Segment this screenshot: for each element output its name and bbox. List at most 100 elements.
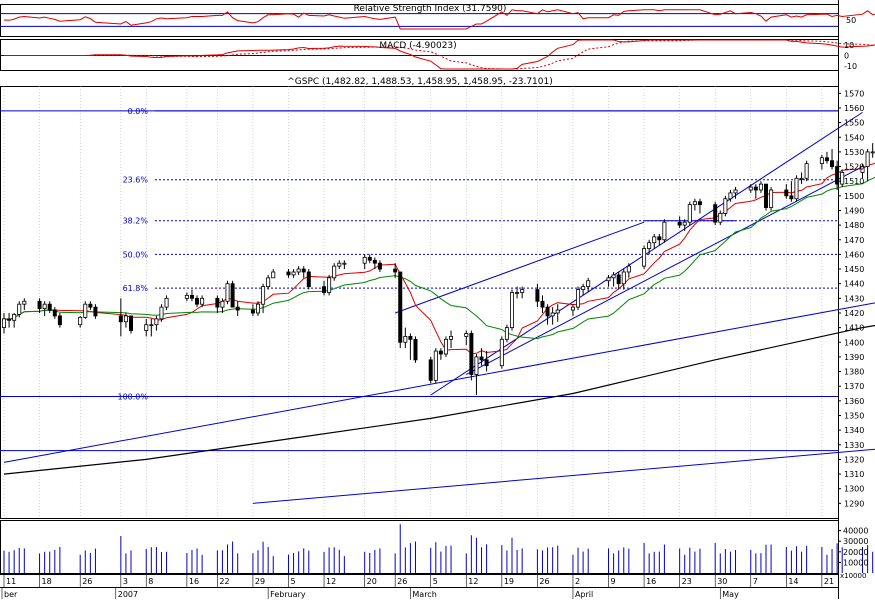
- fibonacci-level-label: 50.0%: [123, 250, 149, 259]
- candle-body: [576, 289, 581, 308]
- day-tick-label: 12: [326, 577, 336, 586]
- candle-body: [469, 333, 474, 375]
- candlestick: [504, 324, 509, 343]
- candlestick: [337, 260, 342, 270]
- candle-body: [692, 201, 697, 206]
- price-tick-label: 1490: [844, 206, 864, 215]
- month-label: March: [412, 590, 436, 599]
- candle-body: [870, 151, 875, 154]
- candle-body: [332, 265, 337, 279]
- candle-body: [545, 306, 550, 317]
- candlestick: [250, 304, 255, 316]
- candle-body: [342, 262, 347, 265]
- volume-tick-label: 20000: [843, 548, 868, 557]
- candlestick: [367, 254, 372, 264]
- candle-body: [322, 286, 327, 293]
- month-label: April: [575, 590, 593, 599]
- candle-body: [860, 166, 865, 173]
- candlestick: [78, 315, 83, 328]
- candle-body: [433, 350, 438, 381]
- day-tick-label: 14: [788, 577, 798, 586]
- candlestick: [581, 283, 586, 296]
- candle-body: [479, 356, 484, 361]
- candle-body: [835, 166, 840, 185]
- candlestick: [184, 292, 189, 302]
- candle-body: [794, 177, 799, 200]
- candle-body: [733, 189, 738, 194]
- candlestick: [586, 277, 591, 293]
- candle-body: [687, 204, 692, 223]
- candlestick: [860, 163, 865, 179]
- candle-body: [555, 309, 560, 314]
- candle-body: [327, 277, 332, 293]
- candlestick: [154, 315, 159, 331]
- candle-body: [255, 303, 260, 314]
- price-tick-label: 1530: [844, 148, 864, 157]
- candlestick: [149, 318, 154, 337]
- price-tick-label: 1420: [844, 309, 864, 318]
- candle-body: [413, 338, 418, 361]
- candlestick: [819, 154, 824, 170]
- candlestick: [484, 351, 489, 372]
- candle-body: [652, 236, 657, 244]
- month-label: May: [722, 590, 739, 599]
- macd-panel-label: MACD (-4.90023): [379, 41, 456, 51]
- price-tick-label: 1570: [844, 89, 864, 98]
- candle-body: [819, 157, 824, 165]
- candlestick: [286, 269, 291, 278]
- candlestick: [616, 271, 621, 290]
- price-tick-label: 1520: [844, 163, 864, 172]
- candle-body: [824, 157, 829, 162]
- candlestick: [144, 318, 149, 337]
- candlestick: [342, 260, 347, 270]
- day-tick-label: 8: [148, 577, 153, 586]
- candlestick: [88, 301, 93, 311]
- candlestick: [469, 330, 474, 381]
- volume-tick-label: 30000: [843, 537, 868, 546]
- candlestick: [230, 280, 235, 308]
- macd-signal-line: [4, 39, 875, 70]
- candlestick: [642, 245, 647, 270]
- price-tick-label: 1290: [844, 499, 864, 508]
- price-tick-label: 1390: [844, 353, 864, 362]
- candle-body: [408, 336, 413, 340]
- price-tick-label: 1300: [844, 485, 864, 494]
- day-tick-label: 19: [504, 577, 514, 586]
- candle-body: [830, 160, 835, 167]
- candle-body: [393, 268, 398, 273]
- candle-body: [17, 303, 22, 315]
- candle-body: [159, 306, 164, 320]
- candlestick: [799, 172, 804, 185]
- candle-body: [509, 292, 514, 329]
- candlestick: [215, 295, 220, 313]
- candlestick: [306, 269, 311, 290]
- candle-body: [682, 221, 687, 226]
- macd-tick-label: -10: [844, 62, 857, 71]
- candlestick: [662, 219, 667, 243]
- candlestick: [433, 348, 438, 384]
- volume-tick-label: 40000: [843, 527, 868, 536]
- candle-body: [606, 277, 611, 282]
- candlestick: [626, 263, 631, 278]
- candlestick: [195, 295, 200, 308]
- candlestick: [748, 184, 753, 193]
- candlestick: [545, 304, 550, 325]
- candlestick: [576, 286, 581, 311]
- candlestick: [865, 148, 870, 182]
- candle-body: [840, 171, 845, 185]
- candlestick: [17, 301, 22, 318]
- candlestick: [37, 298, 42, 313]
- volume-tick-label: 10000: [843, 558, 868, 567]
- candle-body: [37, 300, 42, 309]
- candlestick: [570, 304, 575, 316]
- candle-body: [474, 356, 479, 375]
- price-tick-label: 1320: [844, 455, 864, 464]
- candlestick: [657, 233, 662, 246]
- candle-body: [235, 306, 240, 311]
- candle-body: [697, 201, 702, 206]
- candle-body: [753, 186, 758, 191]
- month-label: 2007: [118, 590, 138, 599]
- candlestick: [164, 295, 169, 311]
